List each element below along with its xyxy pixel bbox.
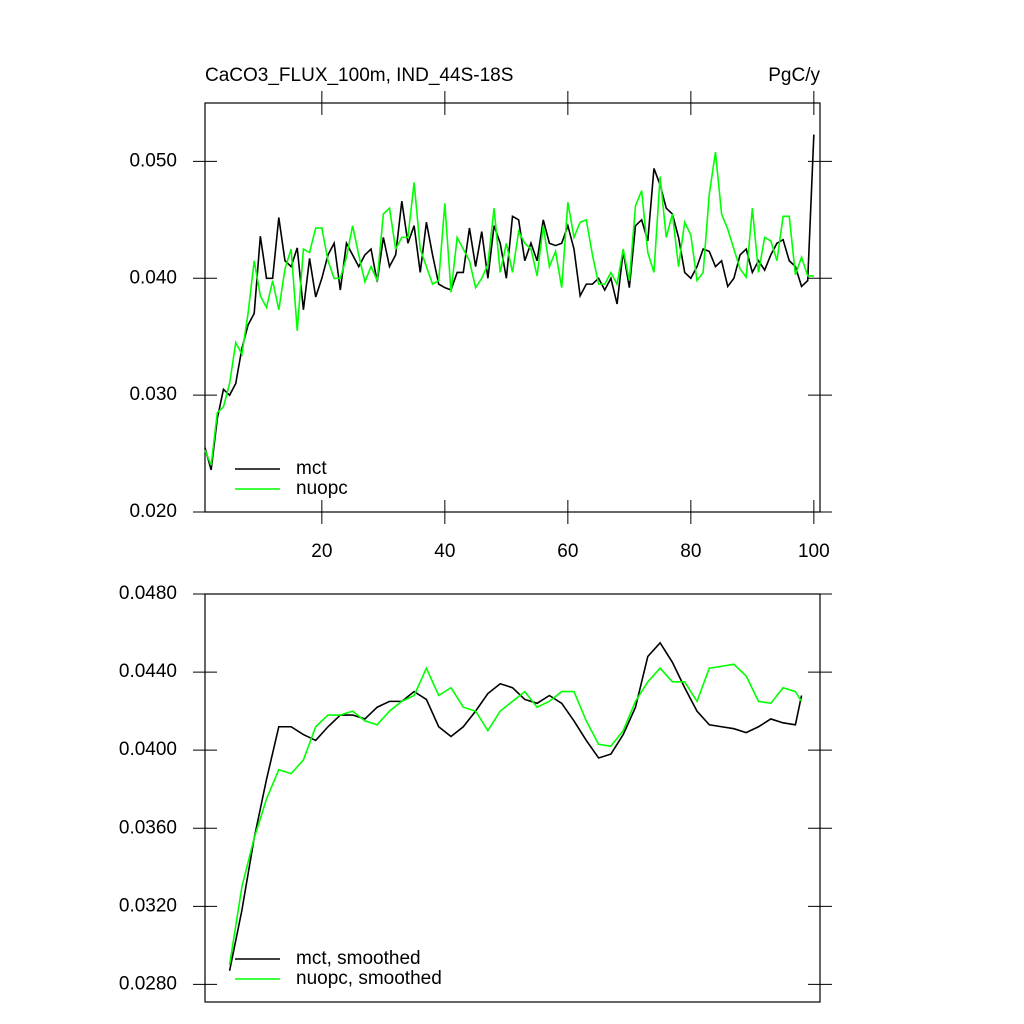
plot-frame bbox=[204, 593, 821, 1003]
legend-label: nuopc bbox=[296, 478, 348, 499]
y-tick-label: 0.020 bbox=[129, 501, 177, 522]
y-tick-label: 0.0320 bbox=[119, 895, 177, 916]
x-tick-label: 20 bbox=[311, 541, 332, 562]
x-tick-label: 40 bbox=[434, 541, 455, 562]
x-tick-label: 100 bbox=[798, 541, 830, 562]
y-tick-label: 0.0400 bbox=[119, 739, 177, 760]
y-tick-label: 0.0440 bbox=[119, 661, 177, 682]
y-tick-label: 0.0480 bbox=[119, 583, 177, 604]
y-tick-label: 0.040 bbox=[129, 267, 177, 288]
plot-frame bbox=[204, 102, 821, 513]
legend-label: nuopc, smoothed bbox=[296, 968, 442, 989]
chart-title: CaCO3_FLUX_100m, IND_44S-18S bbox=[205, 65, 513, 86]
series-line bbox=[228, 663, 803, 966]
y-tick-label: 0.0280 bbox=[119, 973, 177, 994]
units-label: PgC/y bbox=[768, 65, 820, 86]
y-tick-label: 0.0360 bbox=[119, 817, 177, 838]
x-tick-label: 80 bbox=[680, 541, 701, 562]
series-line bbox=[204, 151, 814, 466]
y-tick-label: 0.030 bbox=[129, 384, 177, 405]
legend-label: mct, smoothed bbox=[296, 948, 421, 969]
series-line bbox=[204, 134, 815, 471]
legend-label: mct bbox=[296, 458, 327, 479]
x-tick-label: 60 bbox=[557, 541, 578, 562]
series-line bbox=[228, 641, 803, 971]
y-tick-label: 0.050 bbox=[129, 150, 177, 171]
